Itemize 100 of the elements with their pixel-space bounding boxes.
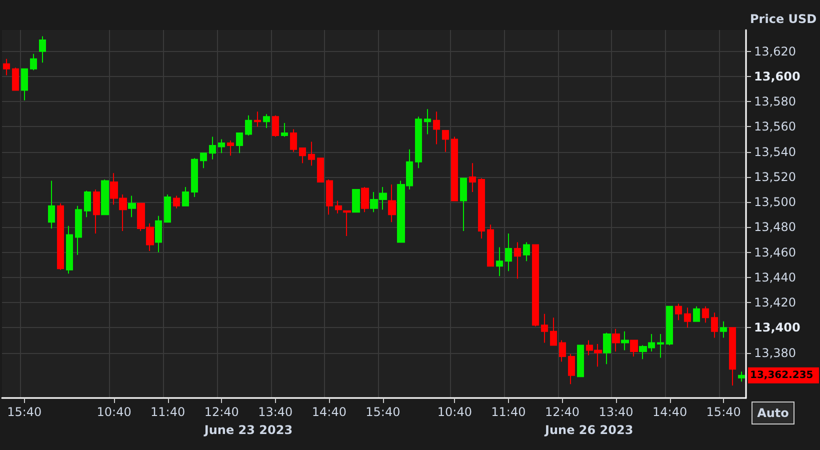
- candlestick: [702, 306, 709, 324]
- candlestick: [263, 114, 270, 128]
- candlestick: [209, 136, 216, 160]
- y-tick-label: 13,600: [754, 69, 800, 84]
- candlestick: [478, 178, 485, 239]
- candlestick: [245, 114, 252, 136]
- x-tick-label: 10:40: [96, 405, 132, 419]
- candlestick: [227, 140, 234, 156]
- candlestick: [84, 190, 91, 218]
- candlestick: [182, 186, 189, 206]
- candlestick: [433, 111, 440, 145]
- x-tick-label: 15:40: [366, 405, 400, 419]
- candlestick: [30, 53, 37, 71]
- candlestick: [254, 111, 261, 128]
- candlestick: [290, 128, 297, 152]
- candlestick: [568, 354, 575, 385]
- candlestick: [48, 180, 55, 229]
- candlestick: [75, 205, 82, 256]
- candlestick: [630, 340, 638, 358]
- y-tick-label: 13,620: [754, 44, 796, 58]
- candlestick: [729, 327, 736, 386]
- candlestick: [451, 136, 458, 202]
- text: June 26 2023: [544, 423, 634, 437]
- candlestick: [218, 138, 225, 154]
- x-tick-label: 11:40: [491, 405, 526, 419]
- candlestick: [281, 122, 288, 138]
- candlestick: [12, 67, 19, 91]
- candlestick: [603, 332, 611, 365]
- text: June 23 2023: [203, 423, 293, 437]
- candlestick: [343, 210, 351, 236]
- candlestick: [541, 313, 548, 344]
- y-tick-label: 13,580: [754, 94, 796, 109]
- candlestick: [559, 340, 566, 362]
- candlestick: [173, 195, 180, 209]
- y-tick-label: 13,420: [754, 296, 796, 310]
- candlestick: [200, 152, 207, 169]
- candlestick: [236, 132, 243, 154]
- x-tick-label: 14:40: [652, 405, 688, 419]
- x-tick-label: 15:40: [706, 405, 741, 419]
- candlestick: [326, 178, 333, 216]
- candlestick: [57, 202, 64, 270]
- candlestick: [424, 108, 431, 135]
- candlestick: [621, 330, 629, 351]
- x-tick-label: 15:40: [7, 405, 42, 419]
- candlestick: [550, 317, 557, 346]
- text: 13,362.235: [750, 370, 814, 381]
- x-tick-label: 14:40: [312, 405, 346, 419]
- candlestick: [101, 178, 109, 216]
- y-tick-label: 13,500: [754, 195, 796, 210]
- y-tick-label: 13,380: [754, 346, 796, 360]
- y-axis-title: Price USD: [750, 12, 817, 26]
- candlestick: [66, 225, 73, 274]
- candlestick: [128, 195, 136, 218]
- y-tick-label: 13,400: [754, 320, 800, 335]
- candlestick: [272, 114, 279, 138]
- candlestick: [3, 58, 10, 76]
- x-tick-label: 12:40: [204, 405, 239, 419]
- y-tick-label: 13,460: [754, 245, 796, 260]
- candlestick: [514, 242, 521, 280]
- candlestick: [684, 307, 691, 328]
- x-tick-label: 12:40: [544, 405, 580, 419]
- y-tick-label: 13,560: [754, 120, 796, 134]
- candlestick: [612, 328, 620, 352]
- candlestick: [93, 189, 100, 234]
- candlestick: [523, 242, 530, 262]
- candlestick: [711, 312, 718, 338]
- x-tick-label: 10:40: [437, 405, 472, 419]
- candlestick: [155, 215, 162, 253]
- candlestick: [39, 36, 46, 64]
- candlestick: [666, 306, 673, 346]
- candlestick: [352, 189, 360, 213]
- x-tick-label: 13:40: [258, 405, 293, 419]
- y-tick-label: 13,480: [754, 220, 796, 234]
- candlestick: [317, 158, 324, 182]
- candlestick: [496, 246, 503, 277]
- y-tick-label: 13,520: [754, 170, 796, 184]
- y-tick-label: 13,440: [754, 270, 796, 284]
- x-tick-label: 13:40: [598, 405, 634, 419]
- candlestick: [335, 200, 342, 214]
- candlestick: [657, 333, 664, 358]
- candlestick: [469, 162, 476, 193]
- candlestick: [505, 232, 512, 272]
- candlestick: [487, 224, 494, 267]
- candlestick: [21, 68, 28, 101]
- candlestick: [164, 194, 171, 223]
- candlestick: [738, 371, 745, 382]
- candlestick: [460, 178, 467, 232]
- candlestick: [308, 141, 315, 166]
- candlestick: [693, 306, 700, 322]
- candlestick: [191, 158, 198, 198]
- candlestick: [442, 130, 449, 152]
- candlestick: [675, 303, 682, 321]
- candlestick: [720, 320, 727, 338]
- x-tick-label: 11:40: [150, 405, 186, 419]
- text: Auto: [757, 406, 789, 420]
- candlestick: [361, 186, 369, 213]
- candlestick: [577, 344, 584, 378]
- candlestick: [299, 148, 306, 164]
- candlestick: [388, 184, 396, 223]
- candlestick: [415, 116, 422, 169]
